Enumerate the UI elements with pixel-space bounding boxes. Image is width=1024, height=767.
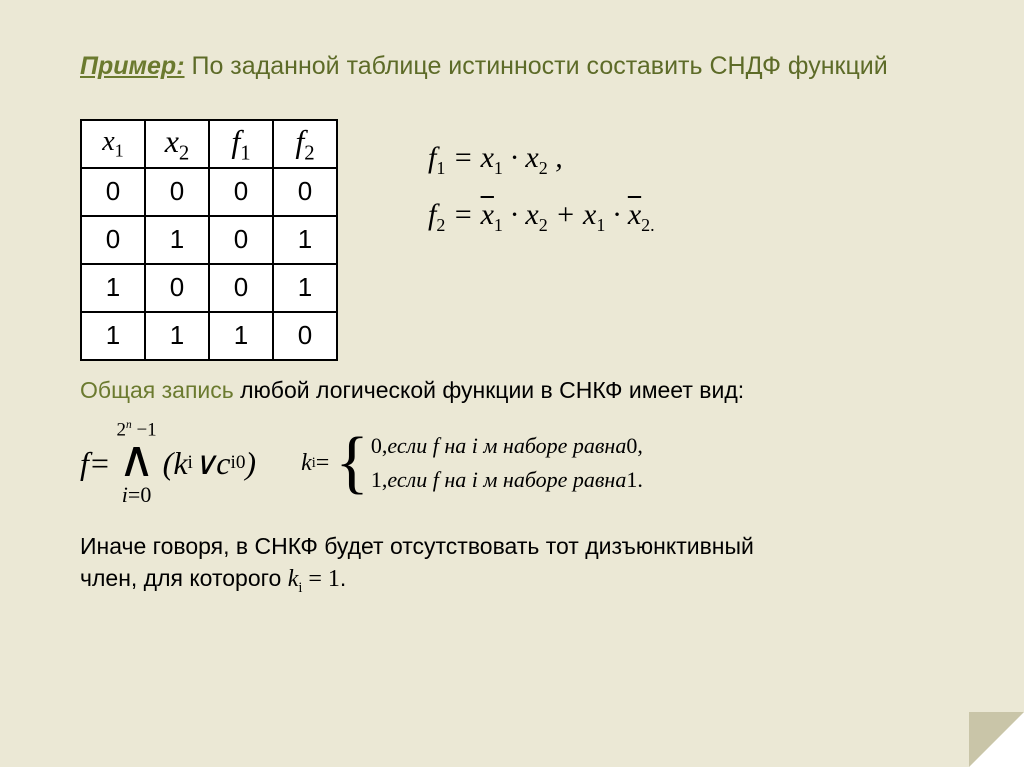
title-lead: Пример:	[80, 52, 185, 80]
content-row: x1 x2 f1 f2 0000 0101 1001 1110 f1 = x1 …	[80, 119, 944, 361]
formula-f1: f1 = x1 · x2 ,	[428, 129, 655, 186]
col-header: x2	[145, 120, 209, 168]
table-header-row: x1 x2 f1 f2	[81, 120, 337, 168]
table-row: 1001	[81, 264, 337, 312]
wedge-icon: ∧	[118, 441, 155, 479]
truth-table: x1 x2 f1 f2 0000 0101 1001 1110	[80, 119, 338, 361]
footer-line2: член, для которого ki = 1.	[80, 563, 944, 598]
col-header: f1	[209, 120, 273, 168]
table-row: 0000	[81, 168, 337, 216]
table-row: 0101	[81, 216, 337, 264]
footer-line1: Иначе говоря, в СНКФ будет отсутствовать…	[80, 531, 944, 562]
para-general-form: Общая запись любой логической функции в …	[80, 376, 944, 406]
ki-definition: ki = { 0,если f на i м наборе равна0, 1,…	[301, 429, 643, 497]
col-header: x1	[81, 120, 145, 168]
footer-paragraph: Иначе говоря, в СНКФ будет отсутствовать…	[80, 531, 944, 597]
slide-title: Пример: По заданной таблице истинности с…	[80, 50, 944, 84]
brace-icon: {	[335, 433, 369, 493]
para-text: любой логической функции в СНКФ имеет ви…	[234, 377, 744, 403]
formulas-block: f1 = x1 · x2 , f2 = x1 · x2 + x1 · x2.	[428, 119, 655, 243]
case-1: 1,если f на i м наборе равна1.	[371, 463, 643, 497]
case-0: 0,если f на i м наборе равна0,	[371, 429, 643, 463]
page-corner-fold	[969, 712, 1024, 767]
title-rest: По заданной таблице истинности составить…	[185, 52, 888, 80]
para-highlight: Общая запись	[80, 377, 234, 403]
big-wedge-operator: 2n −1 ∧ i=0	[116, 420, 156, 507]
big-conjunction-formula: f = 2n −1 ∧ i=0 (ki ∨ ci0)	[80, 420, 256, 507]
formula-row: f = 2n −1 ∧ i=0 (ki ∨ ci0) ki = { 0,если…	[80, 420, 944, 507]
formula-f2: f2 = x1 · x2 + x1 · x2.	[428, 186, 655, 243]
col-header: f2	[273, 120, 337, 168]
table-row: 1110	[81, 312, 337, 360]
